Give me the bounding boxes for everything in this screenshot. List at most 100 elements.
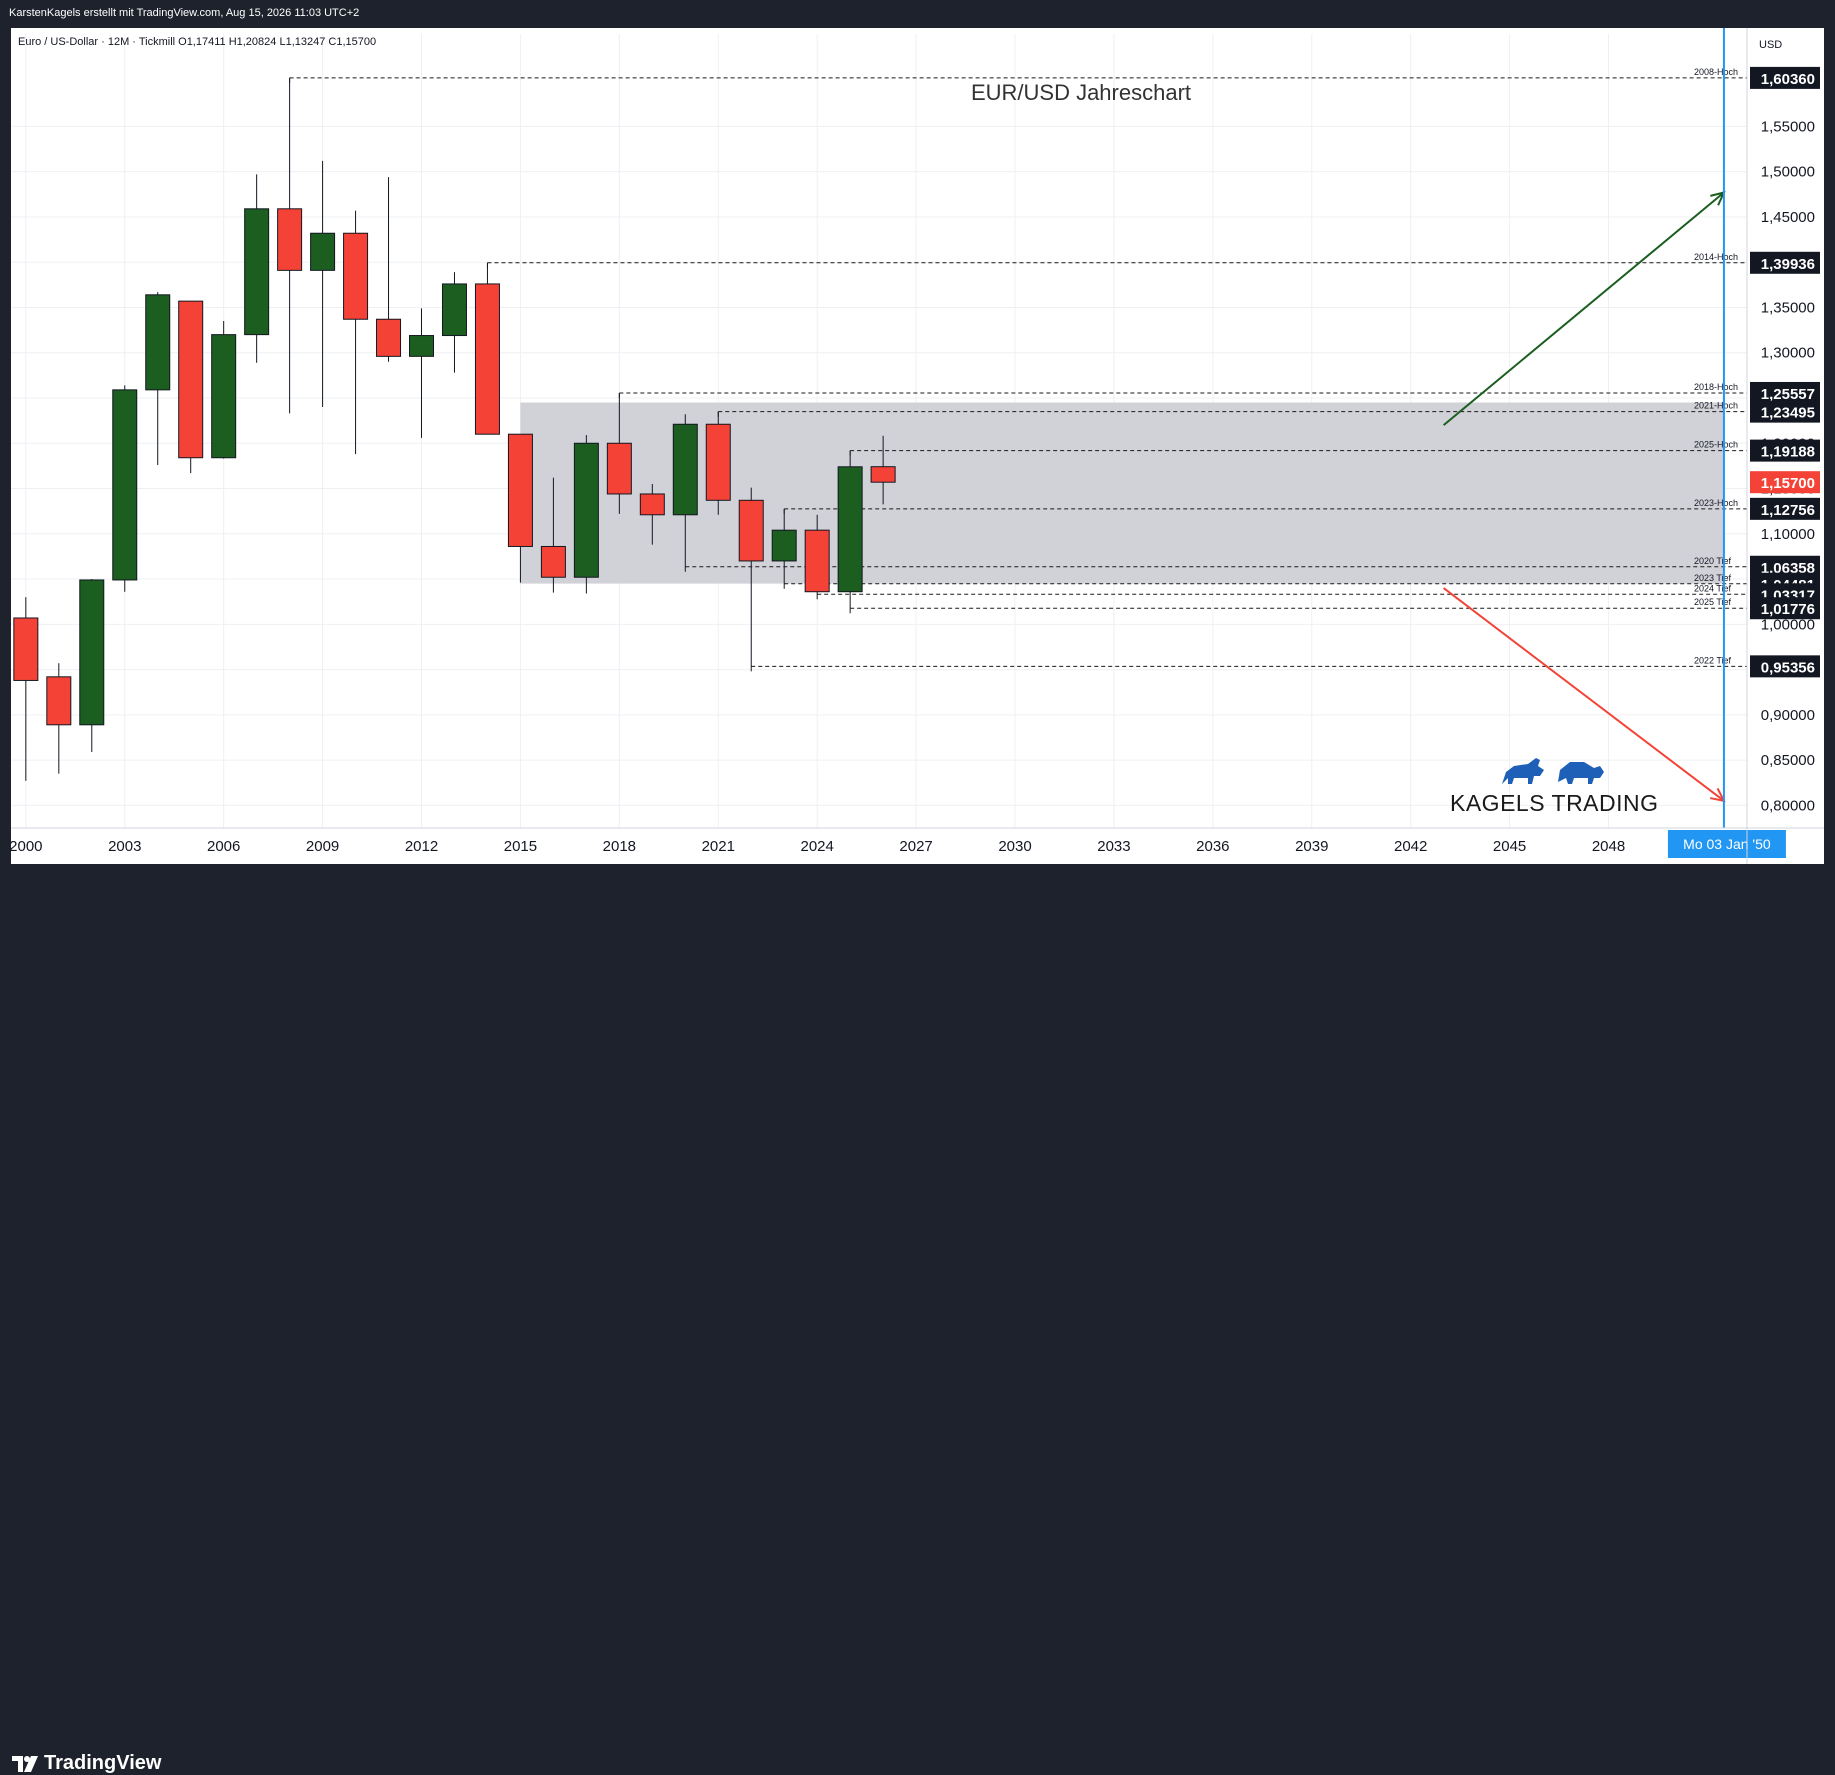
level-price-badge [1750, 555, 1820, 578]
candle[interactable] [672, 414, 698, 567]
candle[interactable] [343, 210, 369, 455]
candle[interactable] [178, 300, 204, 474]
level-price-badge [1750, 381, 1820, 404]
candle-body [672, 423, 698, 516]
level-price-label: 1,23495 [1761, 405, 1815, 422]
level-price-label: 1,19188 [1761, 444, 1815, 461]
candle-body [277, 208, 303, 271]
candle[interactable] [606, 392, 632, 514]
bull-bear-logo-icon [1502, 758, 1604, 784]
tradingview-logo[interactable]: TradingView [12, 1752, 161, 1775]
price-chart[interactable]: 2008-Hoch 2014-Hoch 2018-Hoch 2021-Hoch 2025… [0, 0, 1835, 925]
level-name: 2018-Hoch [1694, 382, 1738, 392]
level-price-label: 0,95356 [1761, 659, 1815, 676]
candle[interactable] [837, 450, 863, 609]
candle-body [310, 232, 336, 271]
candle[interactable] [376, 177, 402, 362]
kagels-watermark: KAGELS TRADING [1450, 750, 1660, 820]
y-tick-label: 0,80000 [1761, 797, 1815, 814]
candle[interactable] [277, 77, 303, 414]
candle[interactable] [211, 321, 237, 459]
candle[interactable] [507, 433, 533, 583]
level-price-badge [1750, 251, 1820, 274]
x-tick-label: 2018 [603, 838, 636, 855]
tradingview-logo-icon [12, 1755, 38, 1772]
candle-body [376, 318, 402, 357]
candle[interactable] [145, 292, 171, 465]
candle[interactable] [409, 308, 435, 438]
candle-body [112, 389, 138, 581]
y-tick-label: 0,90000 [1761, 707, 1815, 724]
y-tick-label: 1,10000 [1761, 526, 1815, 543]
level-price-badge [1750, 400, 1820, 423]
level-price-label: 1,12756 [1761, 502, 1815, 519]
level-price-badge [1750, 497, 1820, 520]
candle[interactable] [13, 597, 39, 781]
candle[interactable] [46, 663, 72, 774]
x-tick-label: 2015 [504, 838, 537, 855]
x-tick-label: 2006 [207, 838, 240, 855]
candle-body [771, 529, 797, 562]
bull-scenario-arrow-line [1443, 191, 1725, 426]
bear-scenario-arrow-line [1443, 587, 1725, 802]
x-tick-label: 2033 [1097, 838, 1130, 855]
currency-label: USD [1759, 39, 1782, 51]
candle-body [540, 545, 566, 578]
candle[interactable] [310, 160, 336, 408]
candle[interactable] [870, 435, 896, 505]
candle[interactable] [771, 508, 797, 584]
candle-body [870, 466, 896, 483]
chart-title: EUR/USD Jahreschart [971, 80, 1191, 105]
candle-body [573, 442, 599, 578]
candle[interactable] [540, 477, 566, 593]
candle-body [343, 232, 369, 320]
x-tick-label: 2042 [1394, 838, 1427, 855]
y-tick-label: 1,30000 [1761, 345, 1815, 362]
level-name: 2021-Hoch [1694, 401, 1738, 411]
candle[interactable] [112, 385, 138, 592]
candle-body [409, 335, 435, 357]
candle[interactable] [244, 174, 270, 363]
level-price-badge [1750, 655, 1820, 678]
candle-body [837, 466, 863, 593]
x-tick-label: 2048 [1592, 838, 1625, 855]
candle[interactable] [79, 579, 105, 752]
current-price-badge [1750, 471, 1820, 494]
x-tick-label: 2039 [1295, 838, 1328, 855]
level-name: 2023 Tief [1694, 573, 1732, 583]
candle-body [145, 294, 171, 391]
level-price-badge [1750, 439, 1820, 462]
candle-body [639, 493, 665, 516]
candle-body [79, 579, 105, 726]
candle[interactable] [705, 411, 731, 515]
level-price-label: 1,01776 [1761, 601, 1815, 618]
tradingview-brand-text: TradingView [44, 1752, 162, 1774]
x-tick-label: 2012 [405, 838, 438, 855]
level-name: 2025-Hoch [1694, 440, 1738, 450]
candle-body [738, 499, 764, 562]
x-tick-label: 2024 [800, 838, 833, 855]
candle[interactable] [441, 272, 467, 373]
candle-body [474, 283, 500, 435]
x-tick-label: 2030 [998, 838, 1031, 855]
y-tick-label: 1,00000 [1761, 616, 1815, 633]
level-name: 2020 Tief [1694, 556, 1732, 566]
candle-body [13, 617, 39, 681]
level-name: 2025 Tief [1694, 597, 1732, 607]
level-name: 2022 Tief [1694, 655, 1732, 665]
candle[interactable] [804, 514, 830, 595]
candle-body [178, 300, 204, 459]
level-price-badge [1750, 66, 1820, 89]
candle[interactable] [573, 435, 599, 594]
y-tick-label: 1,55000 [1761, 118, 1815, 135]
y-tick-label: 1,35000 [1761, 299, 1815, 316]
x-tick-label: 2036 [1196, 838, 1229, 855]
y-tick-label: 1,45000 [1761, 209, 1815, 226]
candle[interactable] [639, 484, 665, 545]
candle-body [606, 442, 632, 495]
candle[interactable] [474, 262, 500, 435]
candle-body [46, 676, 72, 726]
current-price-label: 1,15700 [1761, 475, 1815, 492]
candle[interactable] [738, 487, 764, 667]
publisher-header: KarstenKagels erstellt mit TradingView.c… [9, 7, 360, 19]
